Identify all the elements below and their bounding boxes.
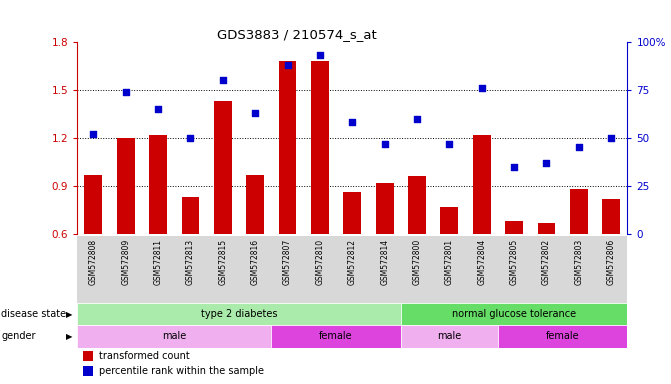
- Point: [282, 62, 293, 68]
- Bar: [77, 325, 271, 348]
- Point: [411, 116, 422, 122]
- Text: female: female: [319, 331, 353, 341]
- Text: disease state: disease state: [1, 309, 66, 319]
- Text: GSM572814: GSM572814: [380, 239, 389, 285]
- Text: GSM572815: GSM572815: [218, 239, 227, 285]
- Bar: [401, 303, 627, 325]
- Title: GDS3883 / 210574_s_at: GDS3883 / 210574_s_at: [217, 28, 377, 41]
- Text: male: male: [162, 331, 187, 341]
- Text: GSM572801: GSM572801: [445, 239, 454, 285]
- Point: [509, 164, 519, 170]
- Bar: [246, 175, 264, 234]
- Text: GSM572812: GSM572812: [348, 239, 357, 285]
- Point: [153, 106, 164, 112]
- Point: [444, 141, 455, 147]
- Point: [120, 89, 131, 95]
- Bar: [83, 351, 93, 361]
- Bar: [117, 138, 135, 234]
- Point: [250, 110, 260, 116]
- Bar: [570, 189, 588, 234]
- Text: gender: gender: [1, 331, 36, 341]
- Text: ▶: ▶: [66, 310, 72, 319]
- Text: ▶: ▶: [66, 332, 72, 341]
- Text: GSM572802: GSM572802: [542, 239, 551, 285]
- Bar: [408, 176, 426, 234]
- Text: female: female: [546, 331, 580, 341]
- Point: [574, 144, 584, 151]
- Bar: [83, 366, 93, 376]
- Point: [88, 131, 99, 137]
- Bar: [537, 223, 556, 234]
- Text: type 2 diabetes: type 2 diabetes: [201, 309, 277, 319]
- Text: transformed count: transformed count: [99, 351, 190, 361]
- Text: GSM572803: GSM572803: [574, 239, 583, 285]
- Bar: [182, 197, 199, 234]
- Bar: [473, 135, 491, 234]
- Point: [541, 160, 552, 166]
- Point: [217, 77, 228, 83]
- Text: GSM572807: GSM572807: [283, 239, 292, 285]
- Bar: [149, 135, 167, 234]
- Point: [379, 141, 390, 147]
- Bar: [505, 221, 523, 234]
- Bar: [311, 61, 329, 234]
- Text: GSM572805: GSM572805: [509, 239, 519, 285]
- Bar: [85, 175, 102, 234]
- Point: [606, 135, 617, 141]
- Text: GSM572811: GSM572811: [154, 239, 162, 285]
- Bar: [271, 325, 401, 348]
- Point: [347, 119, 358, 126]
- Text: GSM572806: GSM572806: [607, 239, 616, 285]
- Text: GSM572800: GSM572800: [413, 239, 421, 285]
- Bar: [278, 61, 297, 234]
- Bar: [603, 199, 620, 234]
- Text: normal glucose tolerance: normal glucose tolerance: [452, 309, 576, 319]
- Bar: [440, 207, 458, 234]
- Bar: [77, 303, 401, 325]
- Text: GSM572813: GSM572813: [186, 239, 195, 285]
- Text: male: male: [437, 331, 462, 341]
- Bar: [401, 325, 498, 348]
- Text: percentile rank within the sample: percentile rank within the sample: [99, 366, 264, 376]
- Text: GSM572804: GSM572804: [477, 239, 486, 285]
- Text: GSM572809: GSM572809: [121, 239, 130, 285]
- Bar: [376, 183, 393, 234]
- Point: [185, 135, 196, 141]
- Text: GSM572808: GSM572808: [89, 239, 98, 285]
- Bar: [214, 101, 231, 234]
- Bar: [498, 325, 627, 348]
- Text: GSM572810: GSM572810: [315, 239, 324, 285]
- Text: GSM572816: GSM572816: [251, 239, 260, 285]
- Point: [476, 85, 487, 91]
- Point: [315, 52, 325, 58]
- Bar: [344, 192, 361, 234]
